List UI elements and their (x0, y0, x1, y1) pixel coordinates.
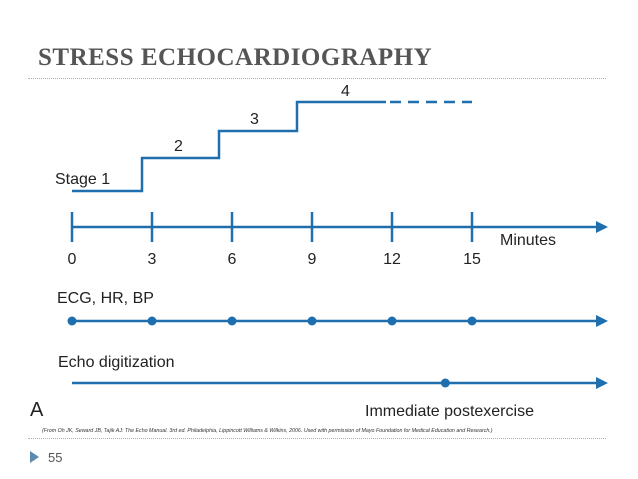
axis-tick-label-15: 15 (463, 251, 481, 268)
track-dot (307, 316, 317, 326)
axis-tick-label-3: 3 (148, 251, 157, 268)
page-number: 55 (48, 450, 63, 465)
track-arrow-icon (596, 315, 608, 327)
stage-label-4: 4 (341, 83, 350, 100)
figure-citation: (From Oh JK, Seward JB, Tajik AJ: The Ec… (42, 428, 493, 434)
time-axis-ticks: 0 3 6 9 12 15 (68, 212, 481, 268)
track-label-echo-digitization: Echo digitization (58, 354, 175, 371)
track-dot (467, 316, 477, 326)
track-dot (147, 316, 157, 326)
axis-tick-label-6: 6 (228, 251, 237, 268)
bullet-arrow-icon (30, 451, 39, 463)
footer-divider (28, 438, 606, 439)
axis-tick-label-9: 9 (308, 251, 317, 268)
track-dot (440, 378, 450, 388)
axis-tick-label-0: 0 (68, 251, 77, 268)
stage-label-3: 3 (250, 111, 259, 128)
slide-title: STRESS ECHOCARDIOGRAPHY (38, 44, 433, 71)
track-dots-ecg-hr-bp (67, 316, 477, 326)
axis-tick-label-12: 12 (383, 251, 401, 268)
track-dots-echo-digitization (440, 378, 450, 388)
time-axis-arrow-icon (596, 221, 608, 233)
axis-unit-label: Minutes (500, 232, 556, 249)
track-label-ecg-hr-bp: ECG, HR, BP (57, 290, 154, 307)
track-arrow-icon (596, 377, 608, 389)
stage-staircase (72, 100, 386, 193)
postexercise-annotation: Immediate postexercise (365, 403, 534, 420)
panel-letter: A (30, 399, 44, 421)
stage-label-1: Stage 1 (55, 171, 110, 188)
track-dot (227, 316, 237, 326)
title-divider (28, 78, 606, 79)
track-dot (387, 316, 397, 326)
track-dot (67, 316, 77, 326)
stage-label-2: 2 (174, 138, 183, 155)
